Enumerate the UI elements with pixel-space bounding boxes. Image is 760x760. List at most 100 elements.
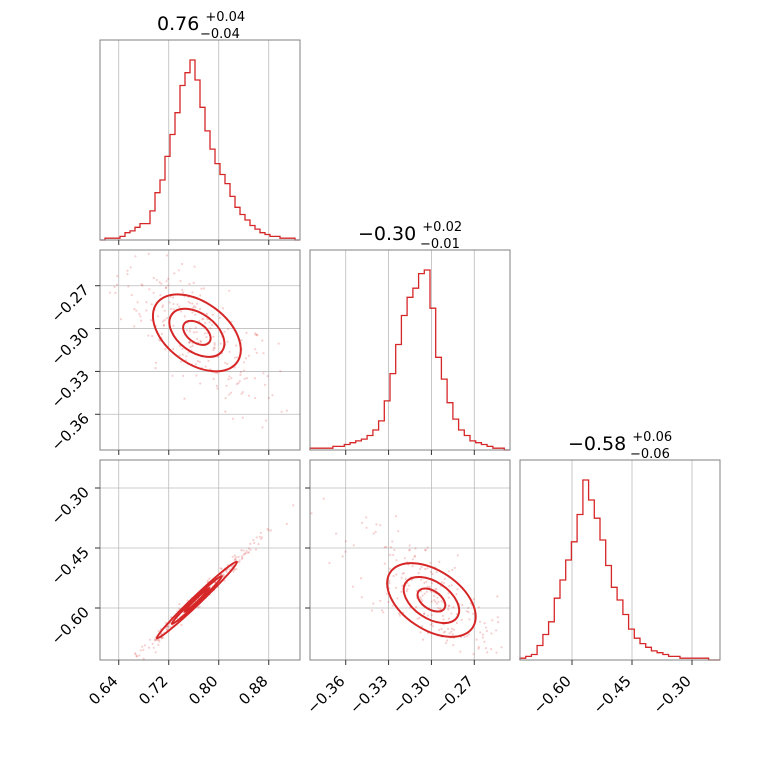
sample-point bbox=[426, 585, 429, 588]
sample-point bbox=[191, 344, 194, 347]
sample-point bbox=[162, 636, 165, 639]
sample-point bbox=[398, 612, 401, 615]
sample-point bbox=[153, 639, 156, 642]
sample-point bbox=[147, 252, 150, 255]
sample-point bbox=[242, 369, 245, 372]
sample-point bbox=[192, 306, 195, 309]
sample-point bbox=[194, 306, 197, 309]
sample-point bbox=[447, 570, 450, 573]
sample-point bbox=[126, 269, 129, 272]
sample-point bbox=[133, 325, 136, 328]
sample-point bbox=[234, 558, 237, 562]
sample-point bbox=[219, 567, 222, 570]
sample-point bbox=[240, 549, 243, 552]
sample-point bbox=[204, 321, 207, 325]
sample-point bbox=[375, 523, 378, 526]
sample-point bbox=[213, 342, 216, 345]
sample-point bbox=[237, 555, 240, 559]
sample-point bbox=[191, 302, 194, 305]
sample-point bbox=[180, 310, 183, 313]
sample-point bbox=[425, 590, 428, 593]
sample-point bbox=[138, 312, 141, 316]
sample-point bbox=[247, 547, 250, 550]
sample-point bbox=[115, 283, 119, 286]
sample-point bbox=[147, 646, 151, 649]
sample-point bbox=[199, 382, 202, 385]
sample-point bbox=[188, 282, 191, 285]
sample-point bbox=[208, 577, 211, 580]
sample-point bbox=[429, 561, 432, 564]
sample-point bbox=[468, 618, 471, 621]
sample-point bbox=[212, 377, 215, 380]
sample-point bbox=[240, 557, 244, 561]
sample-point bbox=[126, 273, 129, 276]
sample-point bbox=[472, 652, 475, 656]
sample-point bbox=[478, 620, 482, 624]
sample-point bbox=[391, 604, 394, 607]
sample-point bbox=[145, 309, 148, 312]
sample-point bbox=[168, 301, 171, 304]
sample-point bbox=[430, 614, 433, 617]
sample-point bbox=[447, 617, 450, 620]
sample-point bbox=[352, 544, 355, 547]
sample-point bbox=[400, 576, 403, 579]
sample-point bbox=[443, 577, 446, 580]
sample-point bbox=[218, 316, 222, 319]
sample-point bbox=[127, 285, 130, 288]
sample-point bbox=[448, 632, 451, 635]
sample-point bbox=[242, 361, 246, 364]
sample-point bbox=[165, 317, 168, 320]
title-param-2: −0.58 +0.06 −0.06 bbox=[568, 424, 678, 462]
sample-point bbox=[269, 529, 272, 532]
sample-point bbox=[172, 302, 175, 306]
sample-point bbox=[252, 539, 255, 542]
sample-point bbox=[138, 654, 141, 657]
sample-point bbox=[247, 551, 251, 554]
sample-point bbox=[431, 573, 434, 576]
sample-point bbox=[211, 313, 214, 316]
xtick-label-param-0-2: 0.80 bbox=[185, 672, 221, 708]
sample-point bbox=[426, 614, 429, 617]
sample-point bbox=[222, 573, 225, 576]
sample-point bbox=[365, 526, 368, 529]
hist-panel-1-frame bbox=[309, 249, 511, 451]
sample-point bbox=[255, 351, 258, 354]
sample-point bbox=[404, 577, 407, 581]
sample-point bbox=[161, 305, 164, 309]
sample-point bbox=[383, 546, 386, 549]
title-param-0-minus: −0.04 bbox=[200, 27, 240, 42]
sample-point bbox=[147, 334, 150, 337]
sample-point bbox=[392, 574, 395, 578]
sample-point bbox=[442, 618, 445, 621]
sample-point bbox=[256, 333, 259, 336]
sample-point bbox=[204, 332, 207, 335]
sample-point bbox=[234, 356, 237, 359]
sample-point bbox=[267, 529, 270, 532]
sample-point bbox=[119, 318, 122, 321]
sample-point bbox=[235, 382, 238, 386]
sample-point bbox=[406, 588, 409, 591]
sample-point bbox=[179, 279, 182, 283]
sample-point bbox=[465, 610, 469, 613]
sample-point bbox=[181, 291, 185, 294]
sample-point bbox=[447, 592, 450, 595]
sample-point bbox=[194, 326, 197, 329]
contour-0-1-level-1 bbox=[168, 307, 226, 358]
sample-point bbox=[243, 552, 246, 556]
sample-point bbox=[429, 590, 432, 593]
sample-point bbox=[141, 645, 144, 648]
sample-point bbox=[183, 397, 186, 400]
sample-point bbox=[154, 651, 157, 654]
sample-point bbox=[430, 600, 433, 603]
sample-point bbox=[441, 614, 444, 618]
sample-point bbox=[495, 629, 498, 632]
sample-point bbox=[419, 596, 422, 599]
sample-point bbox=[233, 554, 236, 557]
sample-point bbox=[226, 362, 229, 366]
sample-point bbox=[405, 589, 408, 593]
sample-point bbox=[188, 341, 191, 344]
sample-point bbox=[393, 548, 396, 552]
sample-point bbox=[428, 585, 431, 588]
sample-point bbox=[292, 504, 295, 507]
sample-point bbox=[387, 600, 390, 604]
